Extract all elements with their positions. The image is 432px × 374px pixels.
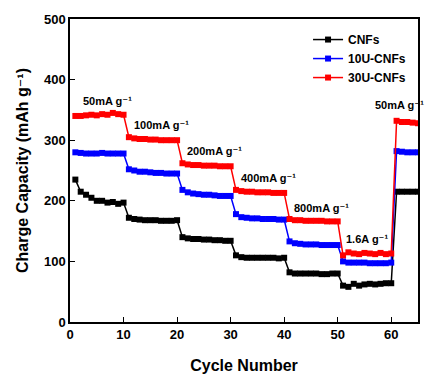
svg-text:400mA g⁻¹: 400mA g⁻¹ (241, 172, 296, 184)
svg-text:200: 200 (44, 193, 66, 208)
svg-text:Cycle Number: Cycle Number (190, 357, 298, 374)
svg-text:40: 40 (277, 327, 291, 342)
svg-text:50mA g⁻¹: 50mA g⁻¹ (375, 99, 424, 111)
svg-text:100: 100 (44, 254, 66, 269)
svg-text:60: 60 (384, 327, 398, 342)
svg-text:100mA g⁻¹: 100mA g⁻¹ (134, 119, 189, 131)
svg-text:1.6A g⁻¹: 1.6A g⁻¹ (346, 233, 388, 245)
svg-text:500: 500 (44, 12, 66, 27)
svg-text:400: 400 (44, 72, 66, 87)
svg-text:CNFs: CNFs (348, 33, 380, 47)
svg-text:20: 20 (170, 327, 184, 342)
svg-text:10U-CNFs: 10U-CNFs (348, 52, 406, 66)
svg-text:50mA g⁻¹: 50mA g⁻¹ (83, 95, 132, 107)
svg-text:800mA g⁻¹: 800mA g⁻¹ (294, 202, 349, 214)
svg-text:300: 300 (44, 133, 66, 148)
svg-text:50: 50 (330, 327, 344, 342)
svg-text:Charge Capacity (mAh g⁻¹): Charge Capacity (mAh g⁻¹) (14, 68, 31, 273)
svg-text:30: 30 (223, 327, 237, 342)
svg-text:0: 0 (66, 327, 73, 342)
svg-text:10: 10 (116, 327, 130, 342)
svg-text:0: 0 (58, 315, 65, 330)
svg-text:200mA g⁻¹: 200mA g⁻¹ (187, 145, 242, 157)
svg-text:30U-CNFs: 30U-CNFs (348, 71, 406, 85)
